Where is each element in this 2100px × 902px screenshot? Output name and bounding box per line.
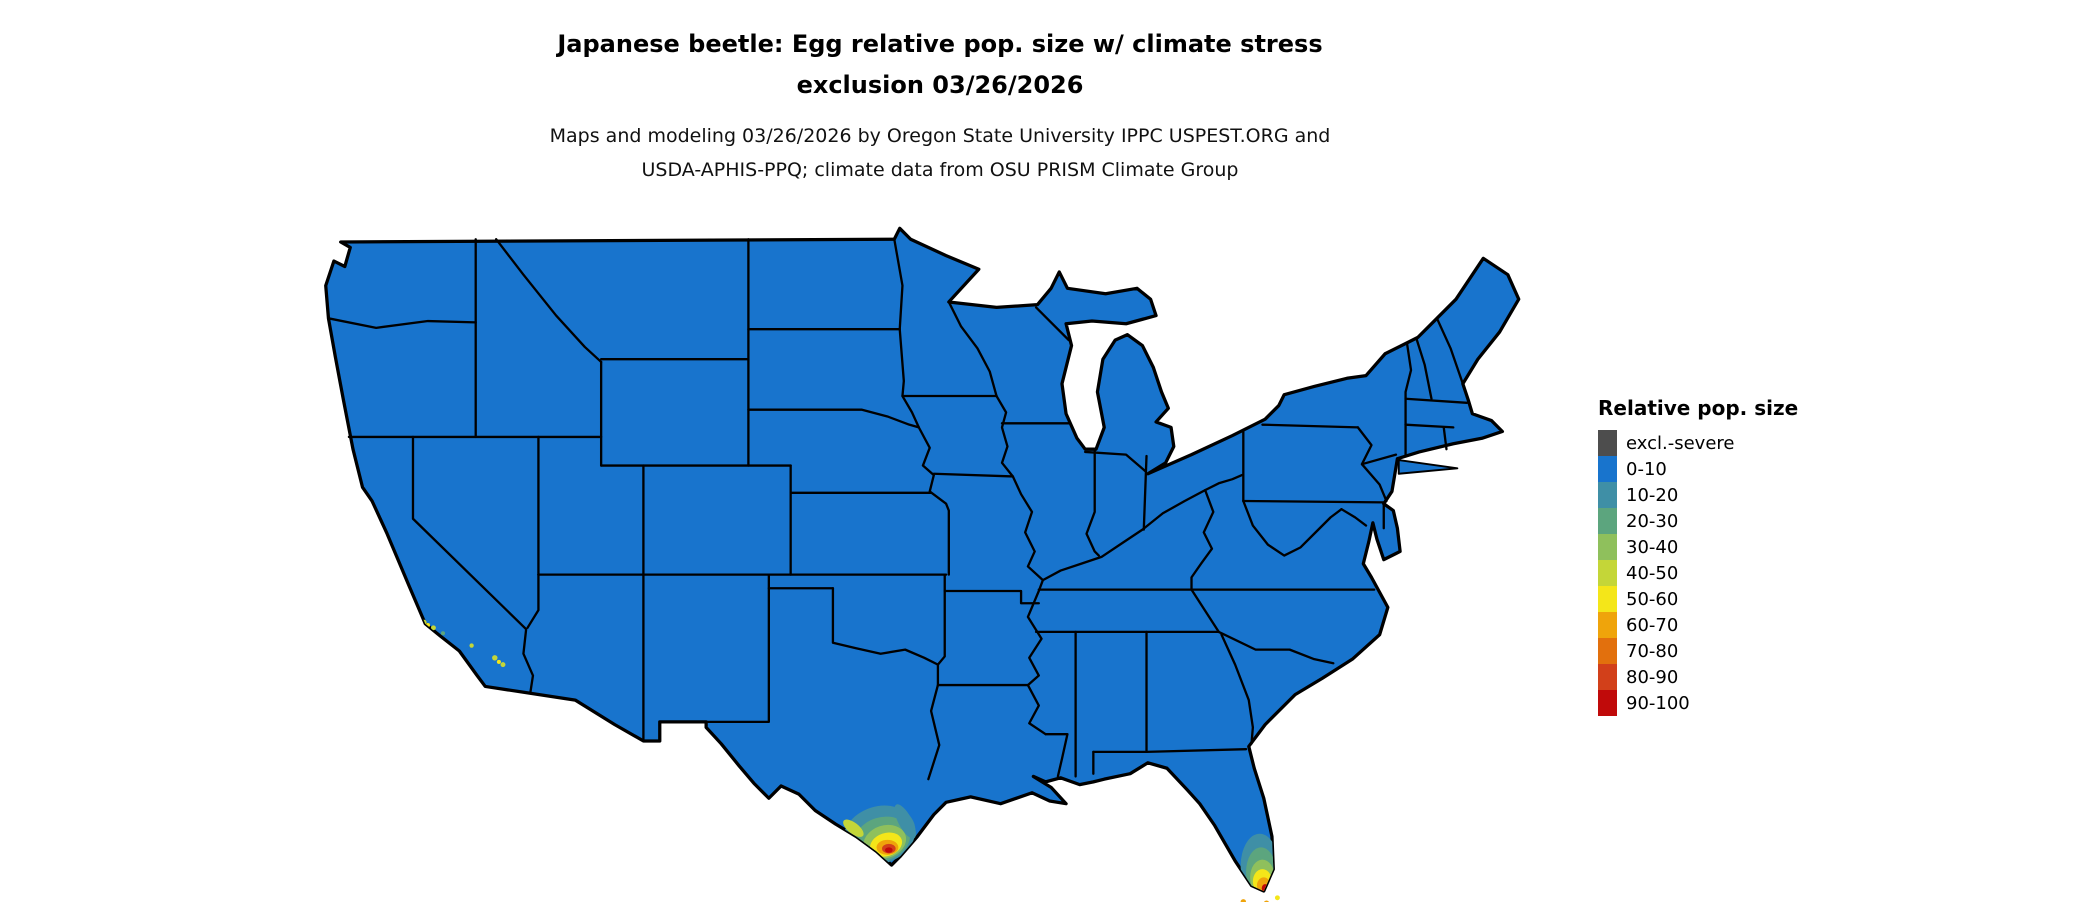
legend-swatch bbox=[1598, 456, 1617, 482]
map-subtitle-line1: Maps and modeling 03/26/2026 by Oregon S… bbox=[549, 125, 1331, 147]
legend-swatch bbox=[1598, 430, 1617, 456]
legend-item: excl.-severe bbox=[1598, 430, 1798, 456]
legend-swatch bbox=[1598, 508, 1617, 534]
legend-swatch bbox=[1598, 534, 1617, 560]
legend-swatch bbox=[1598, 664, 1617, 690]
legend-item-label: 10-20 bbox=[1626, 484, 1679, 506]
legend-swatch bbox=[1598, 586, 1617, 612]
legend-swatch bbox=[1598, 560, 1617, 586]
legend-item: 90-100 bbox=[1598, 690, 1798, 716]
map-title: Japanese beetle: Egg relative pop. size … bbox=[0, 24, 1880, 106]
legend-item: 0-10 bbox=[1598, 456, 1798, 482]
legend-title: Relative pop. size bbox=[1598, 396, 1799, 420]
legend-item-label: 30-40 bbox=[1626, 536, 1679, 558]
legend-item-label: 60-70 bbox=[1626, 614, 1679, 636]
us-map bbox=[308, 220, 1576, 902]
long-island bbox=[1397, 459, 1459, 475]
legend-swatch bbox=[1598, 482, 1617, 508]
legend-item: 20-30 bbox=[1598, 508, 1798, 534]
legend-item: 30-40 bbox=[1598, 534, 1798, 560]
us-map-svg bbox=[324, 226, 1521, 902]
map-header: Japanese beetle: Egg relative pop. size … bbox=[0, 24, 1880, 187]
florida-keys-dots bbox=[1240, 895, 1280, 902]
legend-item-label: 0-10 bbox=[1626, 458, 1667, 480]
legend-swatch bbox=[1598, 690, 1617, 716]
legend-item: 50-60 bbox=[1598, 586, 1798, 612]
legend-item-label: 70-80 bbox=[1626, 640, 1679, 662]
map-subtitle: Maps and modeling 03/26/2026 by Oregon S… bbox=[0, 119, 1880, 187]
legend-item-label: 40-50 bbox=[1626, 562, 1679, 584]
legend-item: 40-50 bbox=[1598, 560, 1798, 586]
legend-item: 60-70 bbox=[1598, 612, 1798, 638]
legend-item-label: 80-90 bbox=[1626, 666, 1679, 688]
legend-item: 70-80 bbox=[1598, 638, 1798, 664]
hotspot-south-texas bbox=[843, 804, 916, 865]
legend-item-label: excl.-severe bbox=[1626, 432, 1735, 454]
legend-swatch bbox=[1598, 612, 1617, 638]
map-subtitle-line2: USDA-APHIS-PPQ; climate data from OSU PR… bbox=[641, 159, 1239, 181]
legend-item-label: 20-30 bbox=[1626, 510, 1679, 532]
legend: Relative pop. size excl.-severe 0-10 10-… bbox=[1598, 396, 1798, 716]
state-borders bbox=[327, 238, 1469, 781]
legend-swatch bbox=[1598, 638, 1617, 664]
legend-item: 80-90 bbox=[1598, 664, 1798, 690]
legend-item: 10-20 bbox=[1598, 482, 1798, 508]
map-title-line1: Japanese beetle: Egg relative pop. size … bbox=[557, 30, 1323, 58]
map-title-line2: exclusion 03/26/2026 bbox=[796, 71, 1084, 99]
conus-outline bbox=[324, 226, 1521, 893]
legend-item-label: 50-60 bbox=[1626, 588, 1679, 610]
legend-rows: excl.-severe 0-10 10-20 20-30 30-40 40-5… bbox=[1598, 430, 1798, 716]
legend-item-label: 90-100 bbox=[1626, 692, 1690, 714]
